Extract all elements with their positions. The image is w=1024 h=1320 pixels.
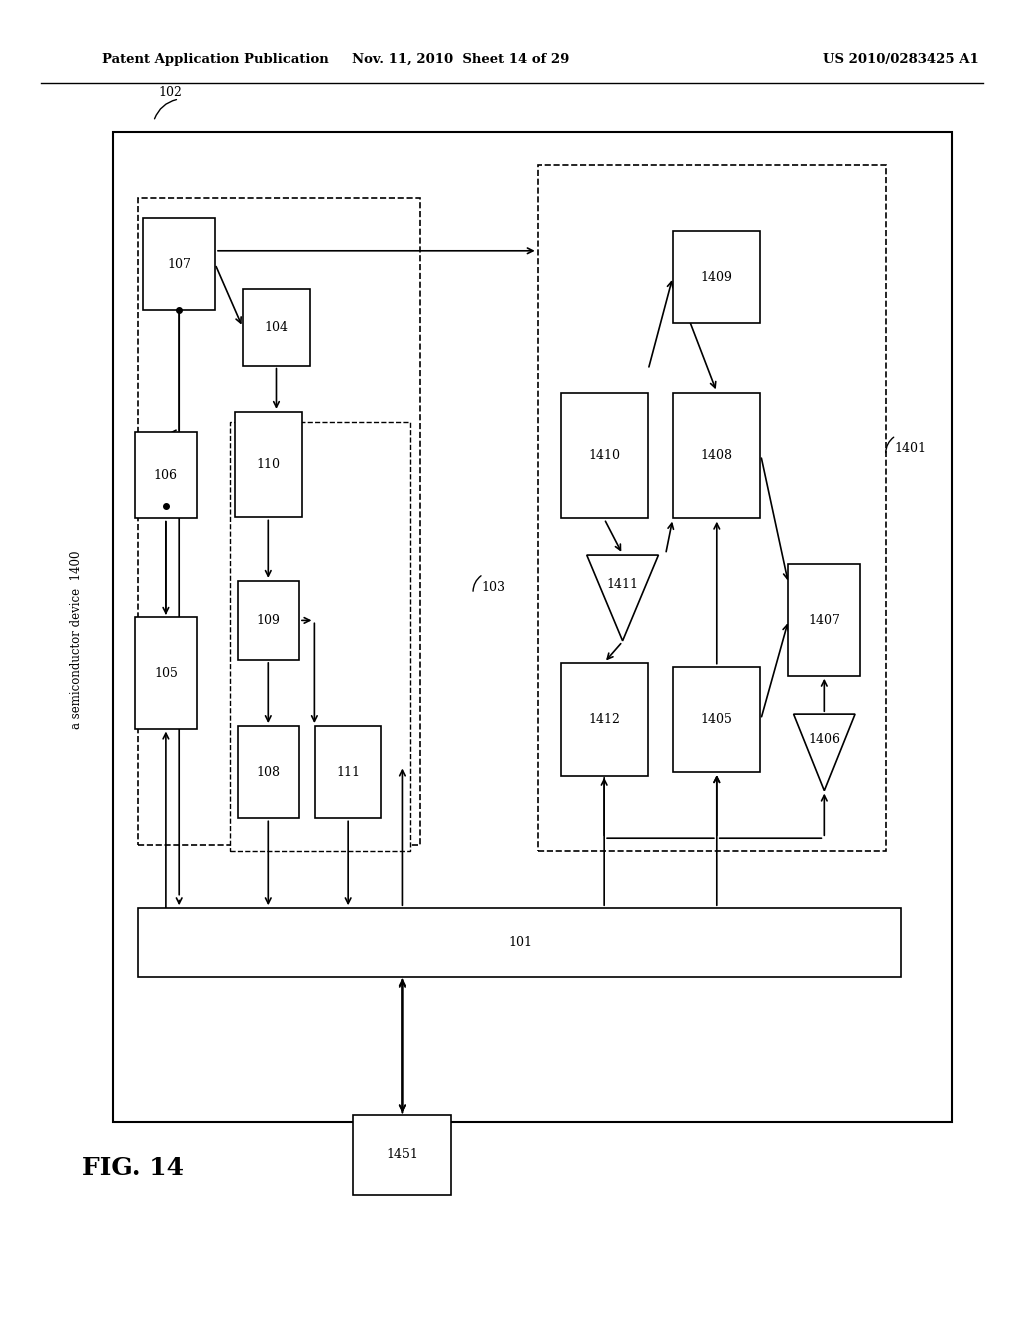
FancyBboxPatch shape — [113, 132, 952, 1122]
Text: 101: 101 — [508, 936, 532, 949]
Text: 102: 102 — [159, 86, 182, 99]
Text: 1411: 1411 — [606, 578, 639, 591]
Text: 1412: 1412 — [588, 713, 621, 726]
Polygon shape — [587, 554, 658, 640]
FancyBboxPatch shape — [238, 726, 299, 818]
FancyBboxPatch shape — [135, 618, 197, 729]
FancyBboxPatch shape — [674, 231, 760, 323]
FancyBboxPatch shape — [138, 908, 901, 977]
Text: 105: 105 — [154, 667, 178, 680]
Text: FIG. 14: FIG. 14 — [82, 1156, 184, 1180]
FancyBboxPatch shape — [143, 218, 215, 310]
FancyBboxPatch shape — [353, 1115, 451, 1195]
Text: 1408: 1408 — [700, 449, 733, 462]
Text: 1406: 1406 — [808, 733, 841, 746]
FancyBboxPatch shape — [674, 393, 760, 517]
Polygon shape — [794, 714, 855, 791]
FancyBboxPatch shape — [135, 432, 197, 517]
Text: 106: 106 — [154, 469, 178, 482]
Text: 1405: 1405 — [700, 713, 733, 726]
Text: 1451: 1451 — [386, 1148, 419, 1162]
Text: 111: 111 — [336, 766, 360, 779]
Text: a semiconductor device  1400: a semiconductor device 1400 — [71, 550, 83, 730]
FancyBboxPatch shape — [238, 581, 299, 660]
Text: 1401: 1401 — [894, 442, 926, 455]
Text: 1409: 1409 — [700, 271, 733, 284]
FancyBboxPatch shape — [674, 667, 760, 772]
Text: Patent Application Publication: Patent Application Publication — [102, 53, 329, 66]
FancyBboxPatch shape — [538, 165, 886, 851]
Text: 108: 108 — [256, 766, 281, 779]
Text: Nov. 11, 2010  Sheet 14 of 29: Nov. 11, 2010 Sheet 14 of 29 — [352, 53, 569, 66]
FancyBboxPatch shape — [315, 726, 381, 818]
Text: US 2010/0283425 A1: US 2010/0283425 A1 — [823, 53, 979, 66]
FancyBboxPatch shape — [561, 663, 647, 776]
FancyBboxPatch shape — [230, 422, 410, 851]
Text: 1407: 1407 — [808, 614, 841, 627]
FancyBboxPatch shape — [138, 198, 420, 845]
Text: 107: 107 — [167, 257, 191, 271]
FancyBboxPatch shape — [236, 412, 301, 517]
Text: 103: 103 — [481, 581, 505, 594]
FancyBboxPatch shape — [788, 565, 860, 676]
FancyBboxPatch shape — [244, 289, 309, 366]
Text: 104: 104 — [264, 321, 289, 334]
FancyBboxPatch shape — [561, 393, 647, 517]
Text: 110: 110 — [256, 458, 281, 471]
Text: 1410: 1410 — [588, 449, 621, 462]
Text: 109: 109 — [256, 614, 281, 627]
